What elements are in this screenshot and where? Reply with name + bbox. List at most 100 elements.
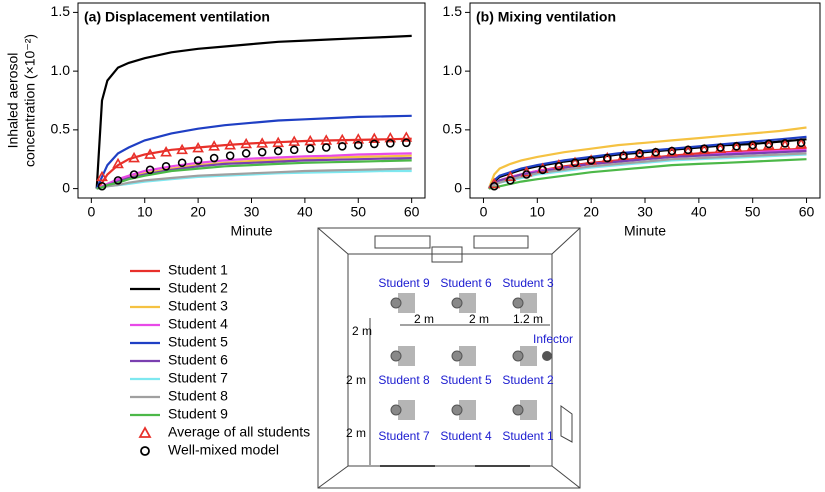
marker-circle bbox=[225, 151, 235, 161]
y-tick-label: 1.5 bbox=[443, 3, 463, 19]
legend-label: Student 9 bbox=[168, 406, 228, 422]
legend-label: Student 5 bbox=[168, 334, 228, 350]
room-inner bbox=[347, 253, 553, 467]
marker-circle bbox=[209, 153, 219, 163]
x-tick-label: 60 bbox=[404, 204, 420, 220]
door bbox=[560, 405, 573, 443]
x-tick-label: 20 bbox=[190, 204, 206, 220]
occupant bbox=[451, 350, 463, 362]
occupant bbox=[512, 350, 524, 362]
marker-triangle bbox=[714, 142, 727, 153]
x-tick-label: 10 bbox=[530, 204, 546, 220]
marker-triangle bbox=[272, 136, 285, 148]
marker-triangle bbox=[160, 146, 172, 157]
marker-circle bbox=[586, 156, 596, 165]
desk bbox=[520, 293, 537, 313]
series-line bbox=[96, 152, 412, 190]
marker-circle bbox=[193, 156, 203, 165]
desk bbox=[398, 293, 415, 313]
marker-triangle bbox=[666, 146, 678, 157]
dimension-label: 2 m bbox=[469, 312, 489, 326]
marker-circle bbox=[748, 140, 757, 150]
occupant bbox=[390, 404, 402, 416]
marker-circle bbox=[177, 158, 187, 168]
series-line bbox=[488, 158, 807, 190]
occupant bbox=[512, 297, 524, 309]
room-edge bbox=[551, 465, 581, 489]
desk bbox=[398, 346, 415, 366]
occupant bbox=[512, 404, 524, 416]
marker-triangle bbox=[144, 148, 156, 159]
marker-circle bbox=[321, 143, 331, 152]
series-line bbox=[487, 138, 807, 190]
room-edge bbox=[551, 227, 581, 255]
legend-marker bbox=[138, 426, 152, 438]
infector-icon bbox=[542, 351, 552, 361]
marker-circle bbox=[289, 145, 299, 155]
marker-triangle bbox=[112, 157, 124, 169]
marker-circle bbox=[489, 181, 499, 191]
marker-triangle bbox=[208, 140, 220, 151]
legend-label: Student 7 bbox=[168, 370, 228, 386]
marker-triangle bbox=[504, 170, 517, 182]
marker-circle bbox=[113, 176, 123, 185]
dimension-label: 2 m bbox=[352, 324, 372, 338]
marker-circle bbox=[716, 143, 725, 152]
occupant bbox=[451, 297, 463, 309]
marker-triangle bbox=[779, 139, 791, 150]
marker-circle bbox=[667, 146, 677, 156]
y-tick-label: 1.0 bbox=[51, 62, 71, 78]
window bbox=[374, 235, 431, 249]
occupant bbox=[451, 404, 463, 416]
desk bbox=[459, 400, 476, 420]
student-label: Student 7 bbox=[378, 429, 430, 443]
marker-circle bbox=[353, 140, 363, 150]
marker-circle bbox=[603, 153, 612, 163]
room-edge bbox=[317, 227, 349, 255]
student-label: Student 2 bbox=[502, 373, 554, 387]
marker-circle bbox=[651, 147, 661, 157]
marker-triangle bbox=[368, 132, 381, 143]
marker-circle bbox=[522, 170, 531, 179]
marker-triangle bbox=[762, 139, 775, 150]
series-line bbox=[488, 149, 807, 190]
marker-triangle bbox=[224, 139, 237, 150]
marker-triangle bbox=[730, 141, 743, 152]
series-line bbox=[487, 126, 807, 189]
x-tick-label: 30 bbox=[637, 204, 653, 220]
marker-circle bbox=[257, 147, 267, 157]
desk bbox=[520, 346, 537, 366]
marker-triangle bbox=[698, 143, 711, 155]
marker-triangle bbox=[536, 162, 549, 173]
chart-title: (a) Displacement ventilation bbox=[84, 9, 270, 25]
marker-triangle bbox=[96, 170, 108, 182]
marker-triangle bbox=[400, 131, 413, 142]
marker-circle bbox=[780, 139, 790, 148]
legend-label: Well-mixed model bbox=[168, 442, 279, 458]
x-tick-label: 30 bbox=[244, 204, 260, 220]
marker-circle bbox=[538, 165, 547, 175]
y-axis-label: Inhaled aerosol bbox=[5, 53, 21, 149]
marker-triangle bbox=[746, 140, 759, 151]
marker-circle bbox=[506, 176, 515, 185]
dimension-label: 2 m bbox=[346, 426, 366, 440]
marker-circle bbox=[570, 158, 580, 168]
series-line bbox=[96, 159, 412, 190]
marker-circle bbox=[635, 149, 644, 158]
marker-circle bbox=[241, 149, 251, 158]
marker-circle bbox=[273, 146, 283, 156]
marker-triangle bbox=[633, 148, 646, 159]
marker-circle bbox=[732, 142, 741, 151]
legend-label: Student 6 bbox=[168, 352, 228, 368]
marker-triangle bbox=[176, 143, 188, 155]
x-tick-label: 20 bbox=[583, 204, 599, 220]
series-line bbox=[96, 167, 412, 190]
marker-circle bbox=[337, 142, 347, 151]
marker-circle bbox=[97, 181, 107, 191]
x-tick-label: 40 bbox=[297, 204, 313, 220]
marker-triangle bbox=[552, 158, 565, 170]
legend-marker bbox=[140, 446, 150, 456]
marker-circle bbox=[369, 139, 379, 149]
marker-triangle bbox=[288, 135, 301, 146]
desk bbox=[459, 346, 476, 366]
